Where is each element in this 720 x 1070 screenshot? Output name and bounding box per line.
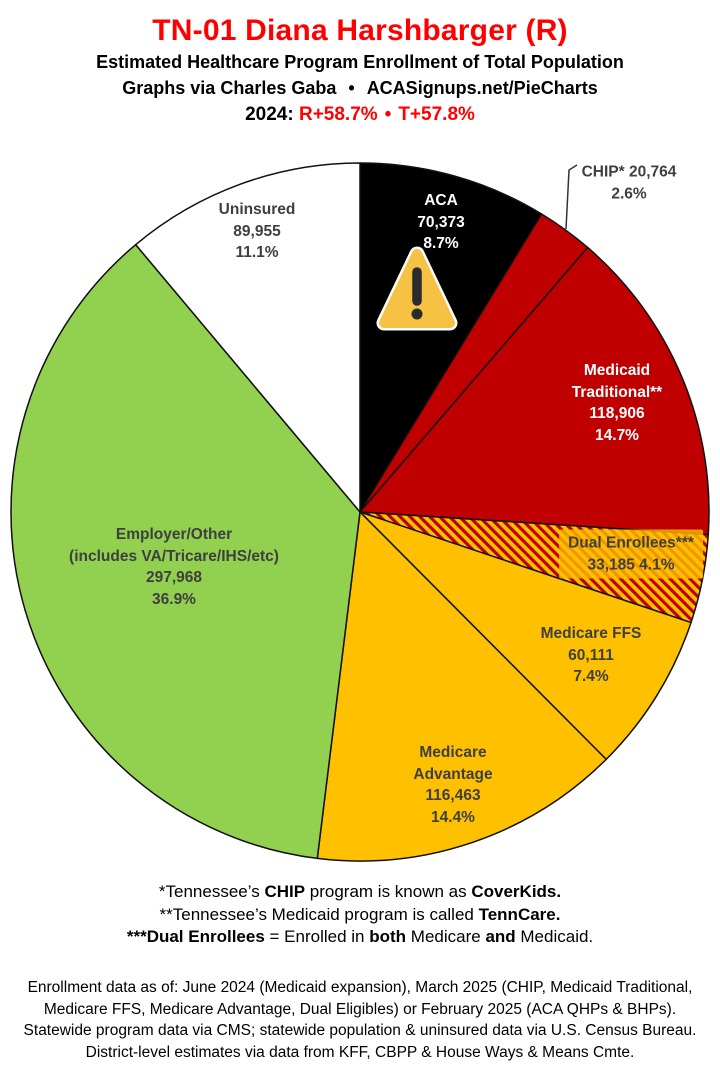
partisan-year: 2024: <box>245 104 294 125</box>
slice-name: Employer/Other <box>115 526 233 543</box>
slice-name-value: CHIP* 20,764 <box>581 163 677 181</box>
source-note-line: District-level estimates via data from K… <box>85 1044 635 1062</box>
slice-value: 60,111 <box>568 646 614 664</box>
pie-slice-uninsured <box>134 162 361 513</box>
slice-percent: 7.4% <box>573 667 609 685</box>
chip-callout-line <box>565 164 578 230</box>
slice-label-dual-enrollees: Dual Enrollees*** 33,185 4.1% <box>559 529 703 579</box>
slice-value-percent: 33,185 4.1% <box>587 556 675 573</box>
slice-label-medicaid-traditional: Medicaid Traditional** 118,906 14.7% <box>572 360 662 446</box>
footnote-dual: ***Dual Enrollees = Enrolled in both Med… <box>126 927 594 946</box>
slice-label-employer-other: Employer/Other (includes VA/Tricare/IHS/… <box>69 524 279 610</box>
slice-percent: 2.6% <box>611 185 647 202</box>
slice-label-medicare-advantage: Medicare Advantage 116,463 14.4% <box>413 742 492 828</box>
pie-slice-medicare-advantage <box>316 511 607 862</box>
slice-percent: 11.1% <box>235 243 279 261</box>
slice-label-aca: ACA 70,373 8.7% <box>417 190 464 255</box>
page-title: TN-01 Diana Harshbarger (R) <box>152 14 568 47</box>
footnote-chip: *Tennessee’s CHIP program is known as Co… <box>158 882 562 901</box>
partisan-r-value: R+58.7% <box>298 104 378 125</box>
slice-name: Medicaid <box>583 362 651 379</box>
credit-site: ACASignups.net/PieCharts <box>366 78 598 98</box>
footnote-medicaid: **Tennessee’s Medicaid program is called… <box>159 904 561 924</box>
credit-line: Graphs via Charles Gaba • ACASignups.net/P… <box>0 75 720 101</box>
pie-slice-aca <box>359 162 543 513</box>
slice-value: 70,373 <box>417 213 465 231</box>
slice-percent: 8.7% <box>423 234 459 252</box>
slice-name: Dual Enrollees*** <box>568 534 694 552</box>
footnotes: *Tennessee’s CHIP program is known as Co… <box>0 881 720 949</box>
slice-percent: 14.7% <box>595 426 639 444</box>
slice-name: Medicare FFS <box>540 624 642 642</box>
slice-name: (includes VA/Tricare/IHS/etc) <box>69 547 279 565</box>
slice-name: ACA <box>424 191 458 209</box>
slice-label-chip: CHIP* 20,764 2.6% <box>582 162 677 205</box>
bullet-separator: • <box>348 78 355 98</box>
slice-label-medicare-ffs: Medicare FFS 60,111 7.4% <box>541 623 642 688</box>
source-note-line: Medicare FFS, Medicare Advantage, Dual E… <box>43 1000 677 1018</box>
pie-slice-medicare-ffs <box>359 511 692 761</box>
source-note-line: Enrollment data as of: June 2024 (Medica… <box>27 979 693 996</box>
slice-percent: 14.4% <box>431 808 475 826</box>
partisan-lean-line: 2024: R+58.7% • T+57.8% <box>0 101 720 128</box>
slice-value: 297,968 <box>145 569 203 586</box>
slice-value: 116,463 <box>425 787 481 804</box>
header: TN-01 Diana Harshbarger (R) Estimated He… <box>0 13 720 128</box>
bullet-separator: • <box>384 104 392 125</box>
slice-name: Medicare <box>419 744 487 761</box>
source-note: Enrollment data as of: June 2024 (Medica… <box>0 977 720 1064</box>
warning-triangle-icon <box>376 246 458 331</box>
slice-name: Uninsured <box>218 200 296 218</box>
slice-value: 89,955 <box>233 222 281 240</box>
pie-slices <box>10 162 710 862</box>
slice-label-uninsured: Uninsured 89,955 11.1% <box>219 199 296 264</box>
partisan-t-value: T+57.8% <box>398 104 475 125</box>
chart-subtitle: Estimated Healthcare Program Enrollment … <box>96 52 624 72</box>
pie-slice-employer-other <box>10 243 361 860</box>
slice-name: Advantage <box>413 765 493 783</box>
slice-value: 118,906 <box>589 405 645 422</box>
credit-author: Graphs via Charles Gaba <box>122 78 337 98</box>
pie-slice-medicaid-traditional <box>359 246 710 536</box>
slice-name: Traditional** <box>571 383 663 401</box>
slice-percent: 36.9% <box>152 590 196 608</box>
source-note-line: Statewide program data via CMS; statewid… <box>23 1022 697 1040</box>
